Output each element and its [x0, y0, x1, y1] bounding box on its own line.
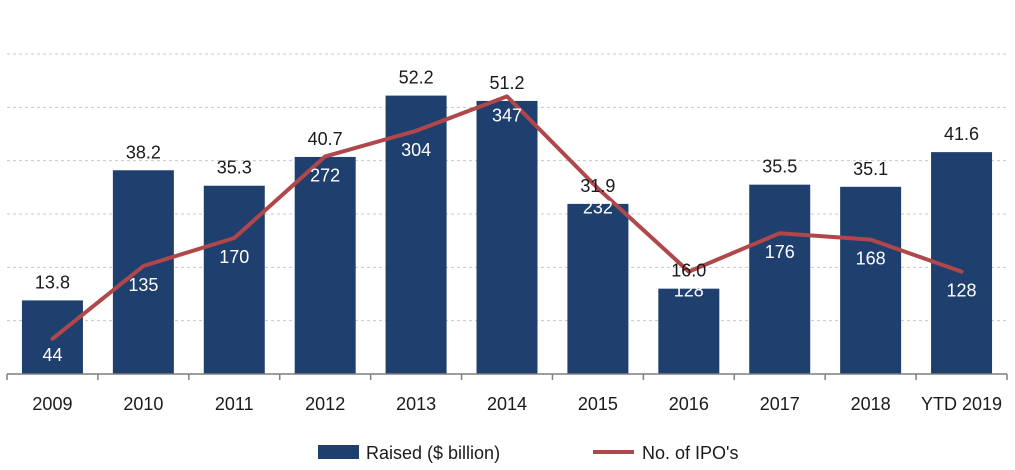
x-tick-label: 2010: [123, 394, 163, 414]
bar: [840, 186, 902, 374]
ipo-count-label: 44: [42, 345, 62, 365]
ipo-count-label: 232: [583, 197, 613, 217]
bar: [658, 288, 720, 374]
x-tick-label: 2014: [487, 394, 527, 414]
legend-bar-swatch: [318, 445, 359, 459]
bar-value-label: 40.7: [308, 129, 343, 149]
ipo-count-label: 168: [856, 249, 886, 269]
ipo-line: [50, 94, 964, 341]
ipo-count-label: 135: [128, 275, 158, 295]
legend-bar-label: Raised ($ billion): [366, 443, 500, 463]
x-tick-label: YTD 2019: [921, 394, 1002, 414]
x-tick-label: 2015: [578, 394, 618, 414]
bar: [476, 100, 538, 374]
bar-value-label: 35.3: [217, 158, 252, 178]
bar-value-label: 52.2: [399, 68, 434, 88]
ipo-count-label: 176: [765, 242, 795, 262]
ipo-count-labels: 44 135 170 272 304 347 232 128 176 168 128: [42, 105, 976, 365]
ipo-count-label: 347: [492, 105, 522, 125]
bar: [385, 95, 447, 374]
bar: [567, 203, 629, 374]
ipo-count-label: 272: [310, 165, 340, 185]
bar: [112, 170, 174, 374]
bar-value-label: 51.2: [489, 73, 524, 93]
value-labels: 13.8 38.2 35.3 40.7 52.2 51.2 31.9 16.0 35.5 35.1…: [35, 68, 979, 293]
bar: [203, 185, 265, 374]
ipo-count-label: 304: [401, 140, 431, 160]
ipo-count-label: 128: [674, 281, 704, 301]
bar-value-label: 35.5: [762, 157, 797, 177]
bars: [21, 95, 993, 374]
legend-line-label: No. of IPO's: [642, 443, 738, 463]
x-tick-label: 2013: [396, 394, 436, 414]
bar-value-label: 41.6: [944, 124, 979, 144]
bar-value-label: 31.9: [580, 176, 615, 196]
x-axis-ticks: 2009 2010 2011 2012 2013 2014 2015 2016 2017 2018…: [6, 374, 1008, 414]
bar-value-label: 38.2: [126, 142, 161, 162]
bar: [749, 184, 811, 374]
x-tick-label: 2018: [851, 394, 891, 414]
legend: Raised ($ billion) No. of IPO's: [318, 443, 738, 463]
x-tick-label: 2009: [32, 394, 72, 414]
x-tick-label: 2011: [215, 394, 254, 414]
x-tick-label: 2012: [305, 394, 345, 414]
bar-value-label: 35.1: [853, 159, 888, 179]
x-tick-label: 2016: [669, 394, 709, 414]
bar-value-label: 13.8: [35, 272, 70, 292]
ipo-count-label: 170: [219, 247, 249, 267]
x-tick-label: 2017: [760, 394, 800, 414]
ipo-count-label: 128: [947, 281, 977, 301]
bar: [294, 156, 356, 374]
bar-value-label: 16.0: [671, 261, 706, 281]
